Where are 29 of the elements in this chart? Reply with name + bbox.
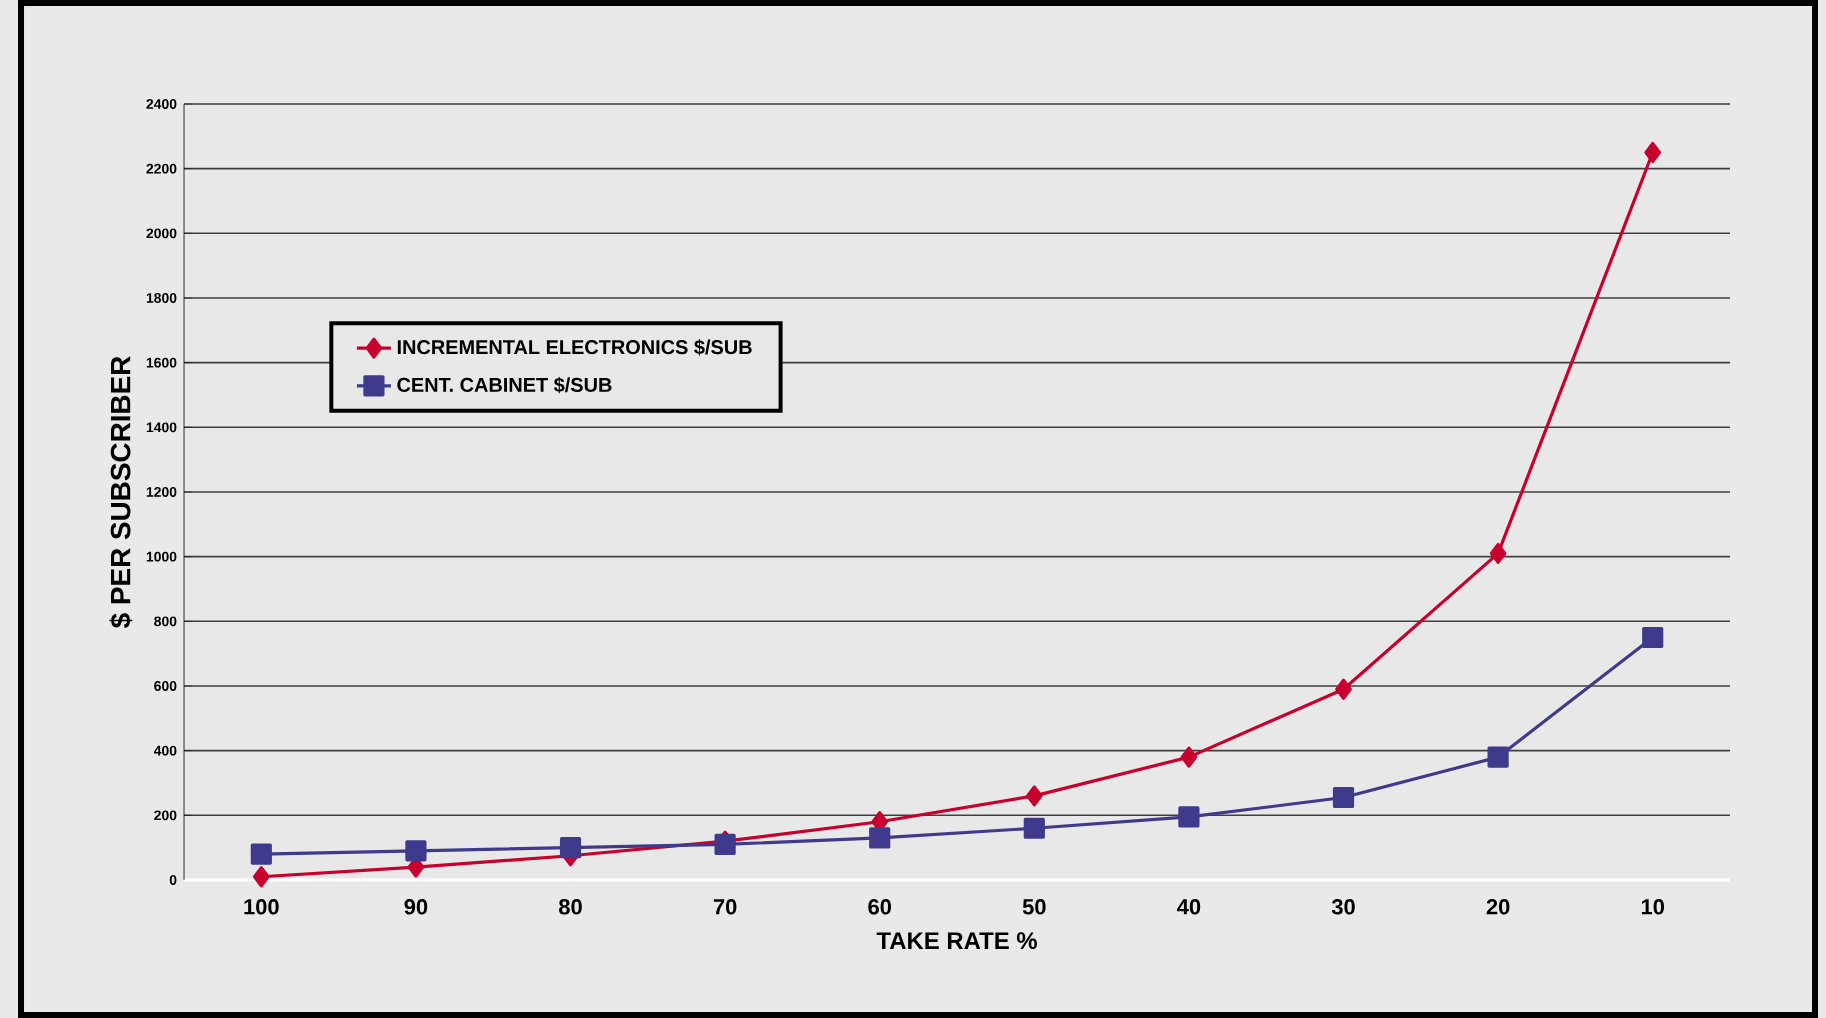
point [1332, 786, 1355, 809]
x-tick-label: 30 [1331, 899, 1355, 915]
x-tick-label: 40 [1177, 899, 1201, 915]
point [1644, 141, 1662, 164]
point [1025, 785, 1043, 807]
point [1489, 542, 1507, 564]
point [1178, 806, 1200, 828]
legend-label: INCREMENTAL ELECTRONICS $/SUB [397, 339, 752, 356]
x-tick-label: 50 [1022, 899, 1046, 915]
x-tick-label: 70 [713, 899, 737, 915]
point [1335, 678, 1352, 700]
x-axis-title: TAKE RATE % [876, 932, 1037, 950]
point [252, 866, 270, 888]
point [1487, 746, 1509, 768]
x-tick-label: 100 [244, 899, 279, 915]
x-tick-label: 10 [1641, 899, 1664, 915]
x-tick-label: 80 [559, 899, 582, 915]
point [1023, 817, 1045, 839]
point [559, 837, 582, 859]
point [869, 827, 891, 849]
x-tick-label: 20 [1486, 899, 1510, 915]
legend-label: CENT. CABINET $/SUB [397, 376, 612, 394]
x-tick-label: 90 [404, 899, 428, 915]
x-tick-label: 60 [868, 899, 891, 915]
y-axis-title: $ PER SUBSCRIBER [109, 356, 133, 628]
point [405, 840, 427, 862]
point [1180, 746, 1198, 768]
point [250, 843, 272, 865]
point [1642, 626, 1664, 649]
